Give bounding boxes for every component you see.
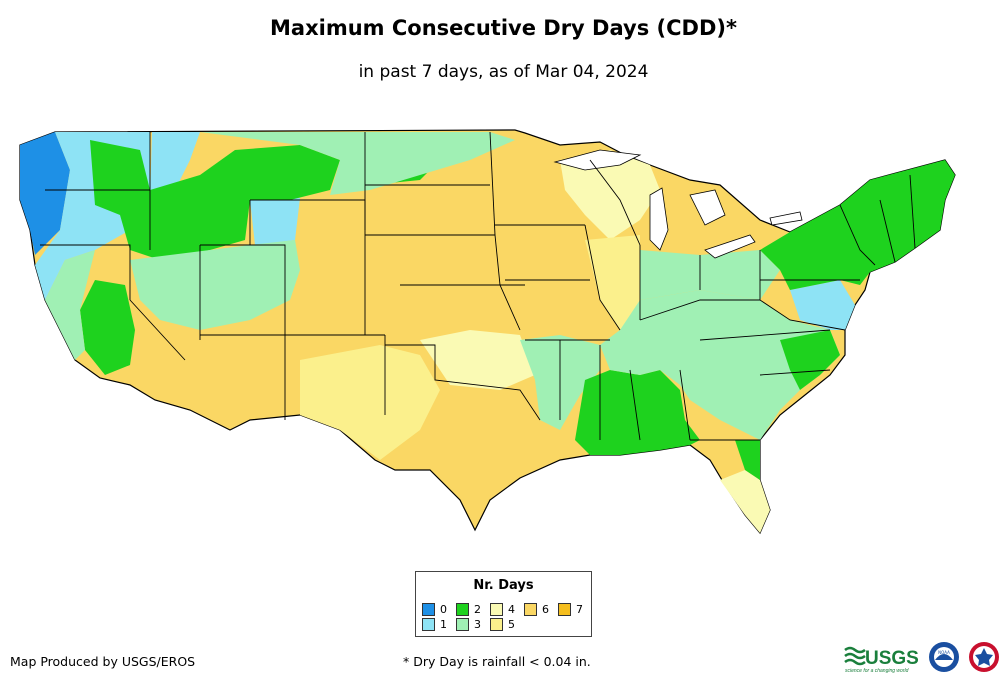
agency-logos: USGS science for a changing world NOAA (843, 640, 1001, 674)
legend-item: 5 (490, 618, 515, 631)
region-3-mt (200, 132, 515, 195)
svg-text:USGS: USGS (865, 648, 919, 669)
legend-item: 0 (422, 603, 447, 616)
region-2-ca (80, 280, 135, 375)
usgs-logo: USGS science for a changing world (844, 646, 919, 674)
region-4-wi (560, 150, 660, 240)
region-2-west (90, 140, 340, 260)
region-3-ohio (640, 250, 780, 300)
legend-item: 4 (490, 603, 515, 616)
legend-swatch (490, 618, 503, 631)
map-subtitle: in past 7 days, as of Mar 04, 2024 (358, 62, 649, 82)
legend-swatch (490, 603, 503, 616)
region-3-se (600, 290, 840, 440)
legend: Nr. Days 0 2 4 6 7 1 3 5 (415, 571, 592, 637)
legend-item: 2 (456, 603, 481, 616)
dry-day-footnote: * Dry Day is rainfall < 0.04 in. (403, 654, 591, 669)
state-boundaries (40, 131, 916, 441)
legend-swatch (456, 603, 469, 616)
legend-swatch (422, 603, 435, 616)
nws-logo (969, 642, 999, 672)
legend-item: 7 (558, 603, 583, 616)
region-5-south (300, 345, 440, 460)
svg-text:NOAA: NOAA (938, 650, 950, 655)
legend-swatch (558, 603, 571, 616)
legend-swatch (422, 618, 435, 631)
legend-item: 6 (524, 603, 549, 616)
legend-title: Nr. Days (473, 578, 534, 593)
region-1-midatl (790, 280, 855, 330)
noaa-logo: NOAA (929, 642, 959, 672)
region-3-nvut (130, 240, 300, 330)
legend-swatch (456, 618, 469, 631)
lake-erie (704, 234, 756, 259)
region-2-fl (735, 440, 760, 480)
lake-michigan (649, 187, 669, 251)
region-2-nc (780, 330, 840, 390)
region-2-ne (760, 160, 955, 290)
legend-item: 1 (422, 618, 447, 631)
region-4-okla (420, 330, 535, 390)
region-3-ca-coast (45, 250, 95, 360)
lake-huron (689, 189, 726, 226)
region-2-south (575, 370, 700, 455)
legend-swatch (524, 603, 537, 616)
svg-text:science for a changing world: science for a changing world (845, 668, 909, 674)
map-title: Maximum Consecutive Dry Days (CDD)* (270, 16, 737, 40)
legend-item: 3 (456, 618, 481, 631)
region-1-wy (250, 198, 300, 245)
lake-superior (553, 149, 642, 171)
region-5-il (585, 235, 640, 330)
lake-ontario (769, 211, 803, 226)
region-0-pnw (20, 132, 70, 255)
region-4-fl (720, 470, 770, 533)
map-credit: Map Produced by USGS/EROS (10, 654, 196, 669)
